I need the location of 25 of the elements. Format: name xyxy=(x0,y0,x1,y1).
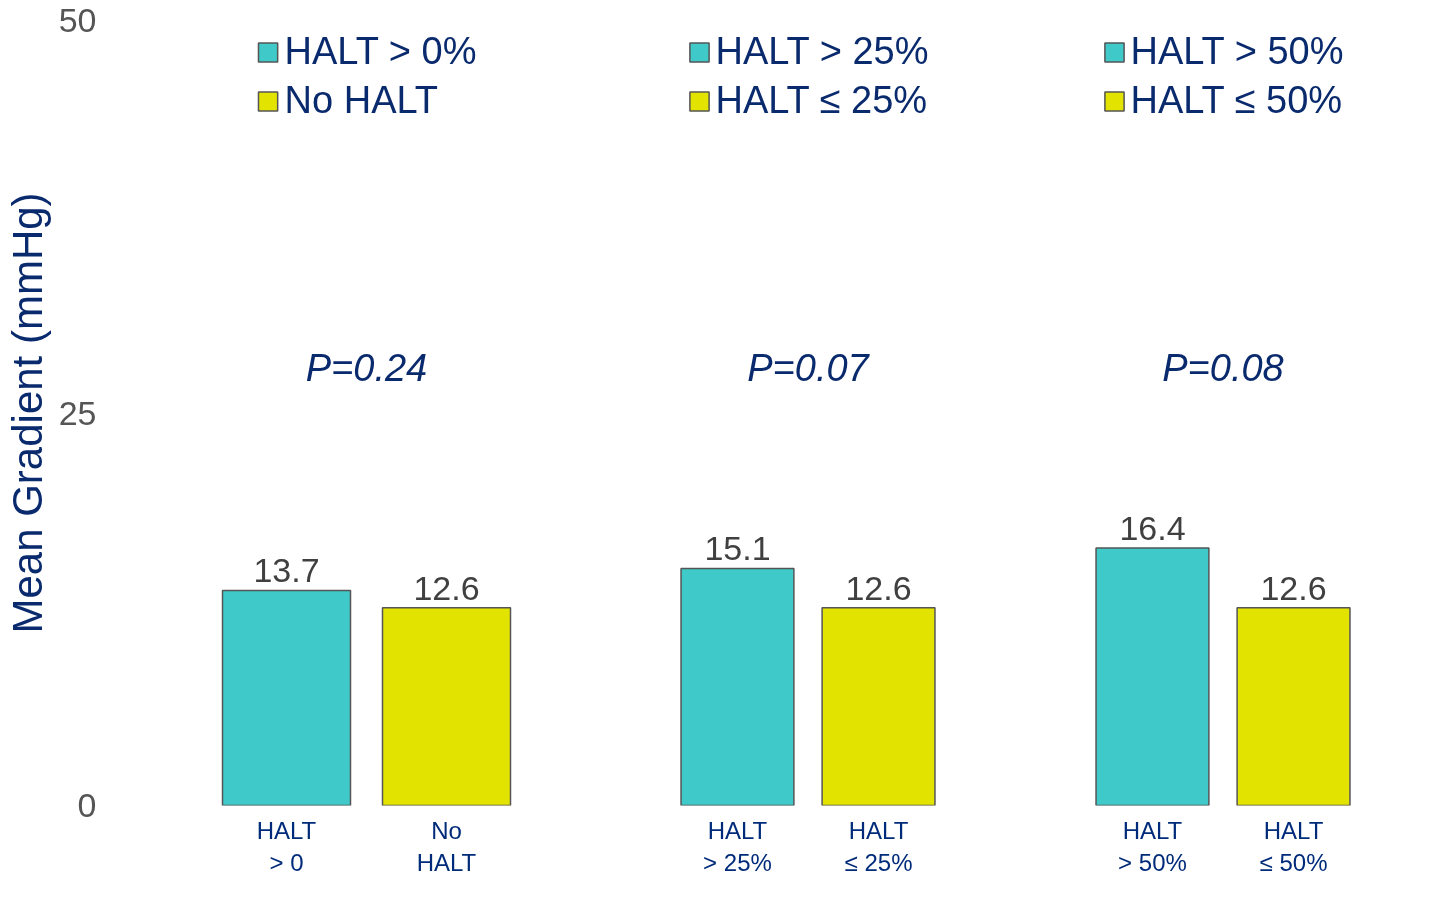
x-tick-label: No HALT xyxy=(416,816,477,876)
y-tick-label: 50 xyxy=(58,1,97,39)
y-tick-label: 0 xyxy=(77,786,97,824)
data-label: 13.7 xyxy=(253,551,320,590)
annotation: P=0.08 xyxy=(1162,347,1284,390)
legend-label: No HALT xyxy=(284,79,439,122)
data-label: 12.6 xyxy=(413,568,480,607)
data-label: 12.6 xyxy=(845,568,912,607)
x-tick-label: HALT > 25% xyxy=(703,816,772,876)
annotation: P=0.24 xyxy=(305,347,428,390)
y-tick-label: 25 xyxy=(58,393,97,432)
x-tick-label: HALT > 0 xyxy=(256,816,317,876)
x-tick-label: HALT > 50% xyxy=(1118,816,1187,876)
annotation: P=0.07 xyxy=(747,347,871,390)
legend-label: HALT ≤ 50% xyxy=(1130,79,1343,122)
y-axis-title: Mean Gradient (mmHg) xyxy=(3,192,51,634)
legend-label: HALT > 0% xyxy=(284,30,477,73)
legend-label: HALT ≤ 25% xyxy=(715,79,928,122)
data-label: 12.6 xyxy=(1260,568,1327,607)
data-label: 15.1 xyxy=(704,529,771,568)
data-label: 16.4 xyxy=(1119,509,1186,548)
legend-label: HALT > 50% xyxy=(1130,30,1344,73)
legend-label: HALT > 25% xyxy=(715,30,929,73)
x-tick-label: HALT ≤ 25% xyxy=(844,816,913,876)
x-tick-label: HALT ≤ 50% xyxy=(1259,816,1328,876)
